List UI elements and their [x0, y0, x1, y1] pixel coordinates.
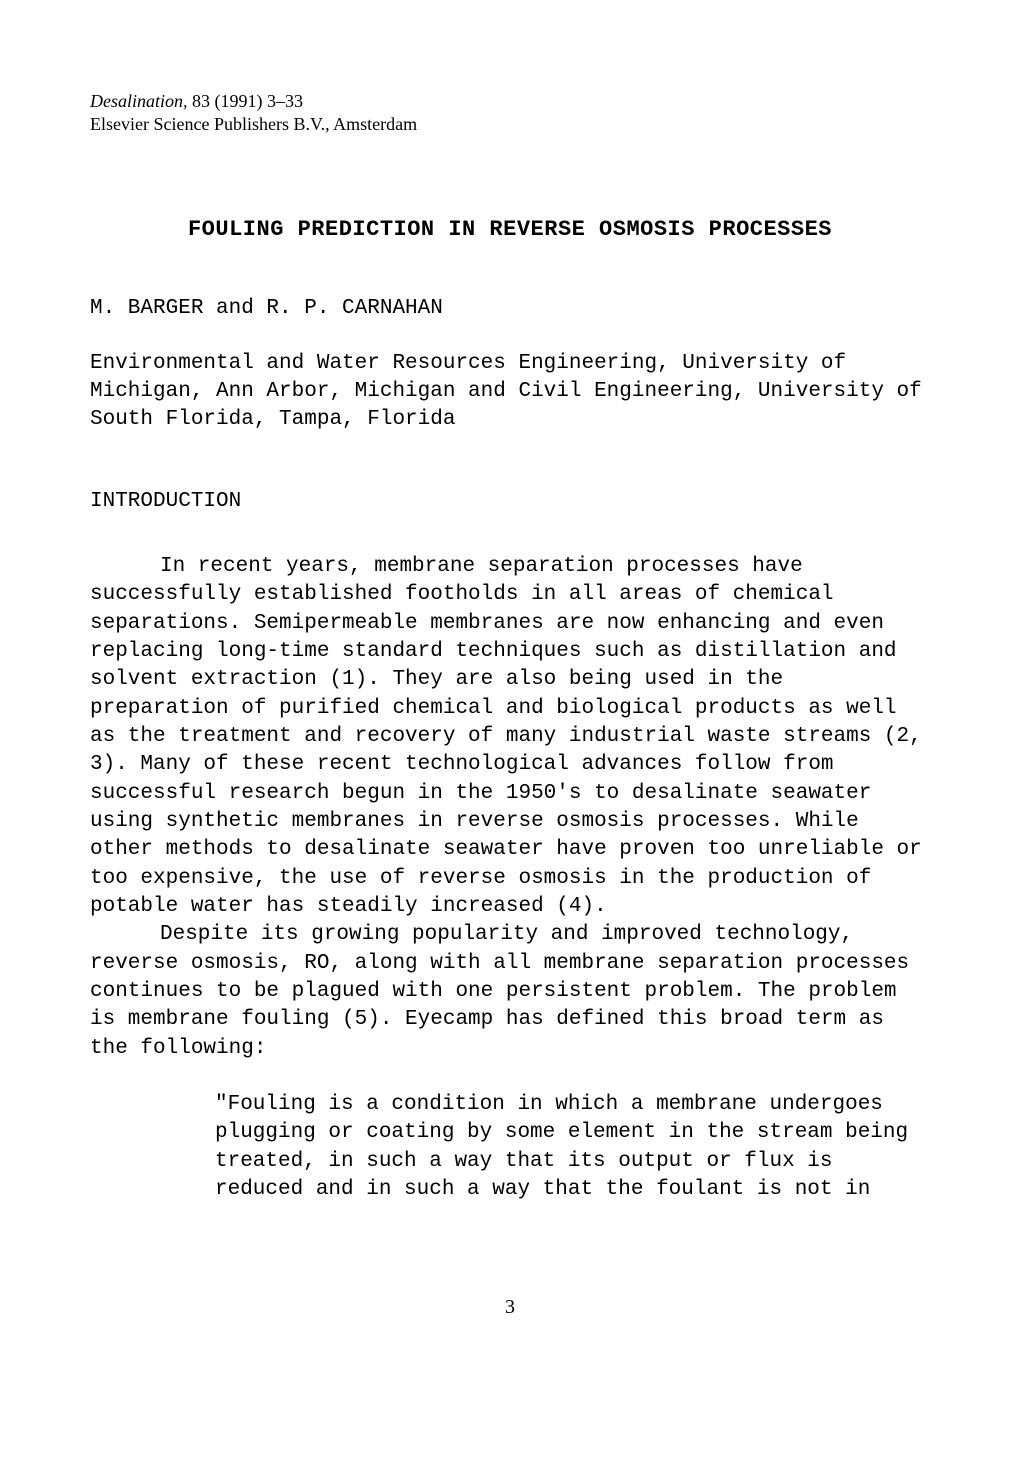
paragraph-2-text: Despite its growing popularity and impro… — [90, 923, 909, 1059]
paragraph-1-text: In recent years, membrane separation pro… — [90, 555, 922, 918]
journal-publisher: Elsevier Science Publishers B.V., Amster… — [90, 114, 417, 134]
paper-title: FOULING PREDICTION IN REVERSE OSMOSIS PR… — [90, 217, 930, 242]
paragraph-2: Despite its growing popularity and impro… — [90, 921, 930, 1063]
journal-citation: Desalination, 83 (1991) 3–33 Elsevier Sc… — [90, 90, 930, 137]
page-number: 3 — [0, 1296, 1020, 1319]
paragraph-1: In recent years, membrane separation pro… — [90, 553, 930, 921]
quote-block: "Fouling is a condition in which a membr… — [215, 1091, 930, 1204]
authors: M. BARGER and R. P. CARNAHAN — [90, 297, 930, 320]
journal-citation-text: 83 (1991) 3–33 — [188, 91, 304, 111]
affiliation: Environmental and Water Resources Engine… — [90, 350, 930, 435]
section-heading-introduction: INTRODUCTION — [90, 490, 930, 513]
journal-name: Desalination, — [90, 91, 188, 111]
